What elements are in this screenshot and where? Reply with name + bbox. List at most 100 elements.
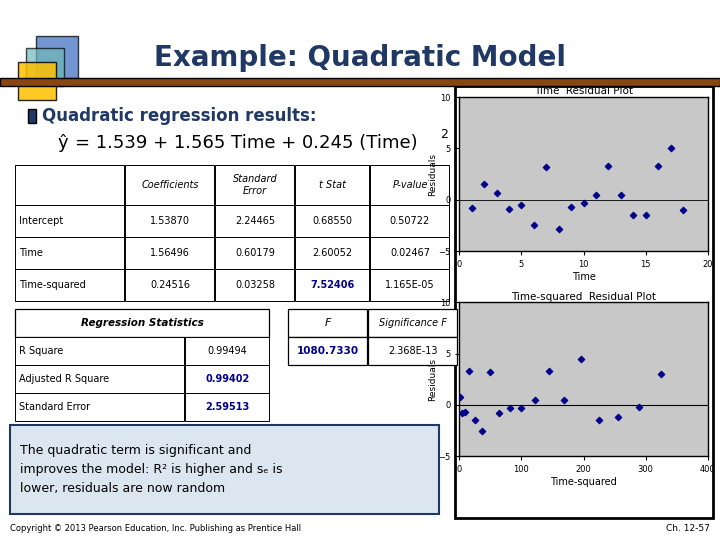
Point <box>541 163 552 171</box>
FancyBboxPatch shape <box>295 269 369 301</box>
FancyBboxPatch shape <box>215 269 294 301</box>
FancyBboxPatch shape <box>15 393 184 421</box>
Text: R Square: R Square <box>19 346 63 356</box>
FancyBboxPatch shape <box>370 205 449 237</box>
FancyBboxPatch shape <box>295 205 369 237</box>
Point <box>575 355 587 363</box>
Point <box>516 404 527 413</box>
Text: Example: Quadratic Model: Example: Quadratic Model <box>154 44 566 72</box>
Point <box>528 395 540 404</box>
Text: Quadratic regression results:: Quadratic regression results: <box>42 107 317 125</box>
FancyBboxPatch shape <box>295 237 369 269</box>
FancyBboxPatch shape <box>368 309 457 337</box>
Point <box>543 367 554 375</box>
Text: 1.53870: 1.53870 <box>150 216 190 226</box>
FancyBboxPatch shape <box>370 237 449 269</box>
Point <box>652 161 664 170</box>
Point <box>654 370 666 379</box>
Title: Time-squared  Residual Plot: Time-squared Residual Plot <box>511 292 656 302</box>
Text: 0.99402: 0.99402 <box>205 374 250 384</box>
FancyBboxPatch shape <box>125 165 214 205</box>
Text: Time-squared: Time-squared <box>19 280 86 290</box>
Text: Adjusted R Square: Adjusted R Square <box>19 374 109 384</box>
FancyBboxPatch shape <box>36 36 78 78</box>
Text: 1080.7330: 1080.7330 <box>297 346 359 356</box>
Point <box>491 188 503 197</box>
FancyBboxPatch shape <box>185 365 269 393</box>
Text: Coefficients: Coefficients <box>141 180 199 190</box>
Text: = 1.539 + 1.565 Time + 0.245 (Time): = 1.539 + 1.565 Time + 0.245 (Time) <box>75 134 418 152</box>
Point <box>665 144 676 153</box>
FancyBboxPatch shape <box>15 365 184 393</box>
FancyBboxPatch shape <box>370 165 449 205</box>
Text: Standard Error: Standard Error <box>19 402 90 412</box>
Point <box>503 205 515 213</box>
Text: t Stat: t Stat <box>319 180 346 190</box>
Text: Standard
Error: Standard Error <box>233 174 277 196</box>
FancyBboxPatch shape <box>28 109 36 123</box>
Point <box>633 403 644 411</box>
Point <box>590 190 602 199</box>
Point <box>466 204 477 212</box>
Text: ŷ: ŷ <box>58 134 68 152</box>
Text: Intercept: Intercept <box>19 216 63 226</box>
FancyBboxPatch shape <box>0 78 720 86</box>
FancyBboxPatch shape <box>288 309 367 337</box>
Text: Ch. 12-57: Ch. 12-57 <box>666 524 710 533</box>
FancyBboxPatch shape <box>18 62 56 100</box>
Text: 0.03258: 0.03258 <box>235 280 275 290</box>
FancyBboxPatch shape <box>288 337 367 365</box>
FancyBboxPatch shape <box>215 237 294 269</box>
Text: 2.24465: 2.24465 <box>235 216 275 226</box>
FancyBboxPatch shape <box>368 337 457 365</box>
Text: 2: 2 <box>440 129 448 141</box>
Point <box>464 367 475 375</box>
Point <box>578 199 590 207</box>
FancyBboxPatch shape <box>15 337 184 365</box>
X-axis label: Time-squared: Time-squared <box>550 477 617 487</box>
FancyBboxPatch shape <box>125 269 214 301</box>
Point <box>628 211 639 219</box>
Text: 0.60179: 0.60179 <box>235 248 275 258</box>
Point <box>553 224 564 233</box>
Text: 2.368E-13: 2.368E-13 <box>388 346 438 356</box>
Text: F: F <box>325 318 331 328</box>
Text: (continued): (continued) <box>641 97 705 107</box>
FancyBboxPatch shape <box>215 205 294 237</box>
Text: 0.50722: 0.50722 <box>390 216 430 226</box>
Text: P-value: P-value <box>392 180 428 190</box>
Text: 0.24516: 0.24516 <box>150 280 190 290</box>
Text: 1.165E-05: 1.165E-05 <box>385 280 435 290</box>
Text: Copyright © 2013 Pearson Education, Inc. Publishing as Prentice Hall: Copyright © 2013 Pearson Education, Inc.… <box>10 524 301 533</box>
FancyBboxPatch shape <box>15 269 124 301</box>
Point <box>528 221 540 230</box>
FancyBboxPatch shape <box>15 165 124 205</box>
Point <box>603 161 614 170</box>
FancyBboxPatch shape <box>455 86 713 518</box>
Text: Time: Time <box>19 248 43 258</box>
Text: 2.59513: 2.59513 <box>205 402 250 412</box>
Text: 0.99494: 0.99494 <box>207 346 248 356</box>
FancyBboxPatch shape <box>215 165 294 205</box>
Point <box>469 416 481 424</box>
Y-axis label: Residuals: Residuals <box>428 358 437 401</box>
Text: The quadratic term is significant and
improves the model: R² is higher and sₑ is: The quadratic term is significant and im… <box>20 444 282 495</box>
Point <box>678 206 689 214</box>
Y-axis label: Residuals: Residuals <box>428 153 437 195</box>
Point <box>640 211 652 219</box>
Point <box>613 413 624 422</box>
Text: 7.52406: 7.52406 <box>310 280 355 290</box>
Point <box>484 368 495 376</box>
FancyBboxPatch shape <box>185 337 269 365</box>
Text: 0.02467: 0.02467 <box>390 248 430 258</box>
Point <box>478 180 490 188</box>
FancyBboxPatch shape <box>125 205 214 237</box>
Point <box>593 416 605 424</box>
FancyBboxPatch shape <box>185 393 269 421</box>
Point <box>454 393 466 401</box>
FancyBboxPatch shape <box>15 237 124 269</box>
Point <box>516 200 527 209</box>
Text: 2.60052: 2.60052 <box>312 248 353 258</box>
Point <box>559 395 570 404</box>
Point <box>615 190 626 199</box>
